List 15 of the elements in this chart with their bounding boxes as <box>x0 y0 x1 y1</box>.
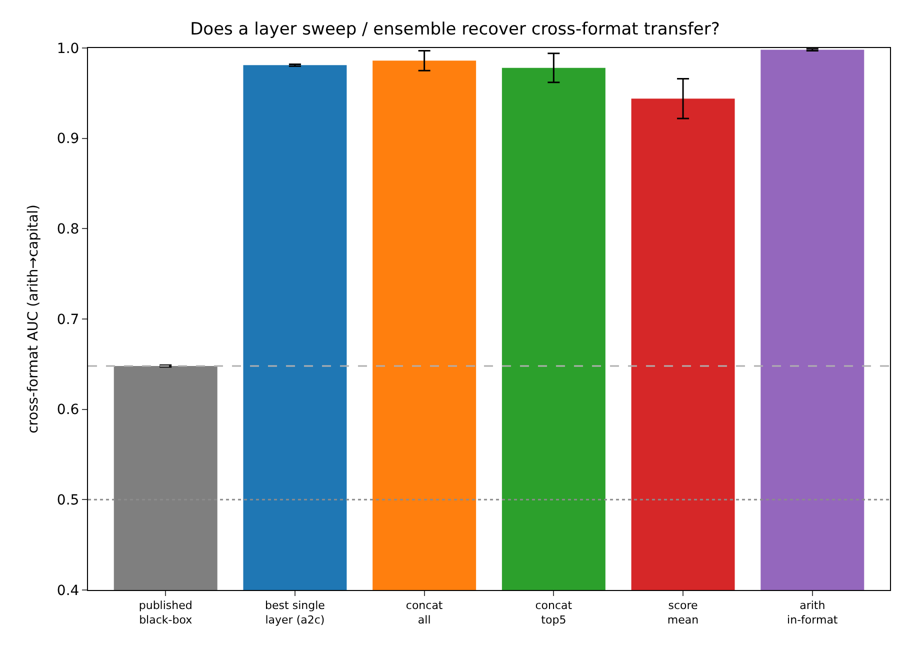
y-axis-title: cross-format AUC (arith→capital) <box>26 204 42 434</box>
y-tick-label: 0.6 <box>56 402 80 418</box>
y-tick-label: 0.8 <box>56 222 80 238</box>
x-tick-label: arith in-format <box>787 599 838 626</box>
x-tick-label: concat all <box>406 599 444 626</box>
x-tick-label: published black-box <box>138 599 193 626</box>
chart-title: Does a layer sweep / ensemble recover cross-format transfer? <box>190 20 720 40</box>
x-tick-label: score mean <box>667 599 699 626</box>
y-tick-label: 0.9 <box>56 131 80 148</box>
x-tick-label: concat top5 <box>535 599 573 626</box>
y-tick-label: 1.0 <box>56 40 80 57</box>
y-tick-label: 0.4 <box>56 582 80 599</box>
y-tick-label: 0.5 <box>56 492 80 509</box>
y-tick-label: 0.7 <box>56 312 80 328</box>
x-tick-label: best single layer (a2c) <box>265 599 326 626</box>
